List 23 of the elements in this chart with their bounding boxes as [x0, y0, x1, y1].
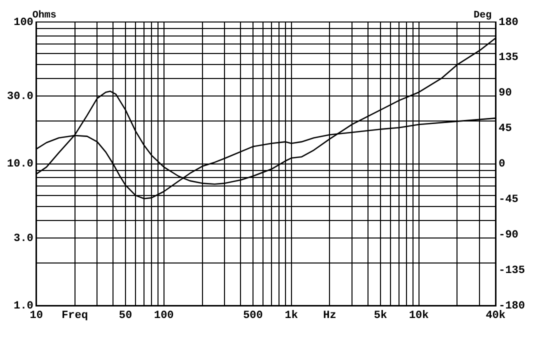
y2-tick-label: 90: [498, 88, 512, 100]
y2-tick-label: 135: [498, 52, 519, 64]
y2-tick-label: 180: [498, 16, 518, 29]
y-tick-label: 3.0: [14, 232, 34, 245]
y2-tick-label: 0: [498, 158, 506, 171]
x-tick-label: 50: [118, 310, 132, 322]
y-tick-label: 10.0: [7, 158, 34, 171]
x-tick-label: Hz: [323, 310, 336, 322]
y2-tick-label: -90: [498, 230, 518, 242]
y-tick-label: 100: [14, 16, 34, 29]
y-tick-label: 30.0: [7, 90, 34, 103]
x-tick-label: Freq: [62, 310, 88, 322]
x-tick-label: 1k: [284, 310, 298, 322]
y2-tick-label: -45: [498, 194, 519, 206]
x-tick-label: 10k: [408, 310, 430, 322]
x-tick-label: 5k: [374, 310, 388, 322]
x-tick-label: 10: [30, 310, 44, 322]
y-axis-title: Ohms: [32, 10, 56, 22]
x-tick-label: 100: [154, 310, 174, 322]
y2-tick-label: 45: [498, 123, 512, 136]
y2-tick-label: -135: [498, 265, 526, 278]
y2-axis-title: Deg: [474, 10, 492, 22]
x-tick-label: 500: [243, 310, 263, 322]
